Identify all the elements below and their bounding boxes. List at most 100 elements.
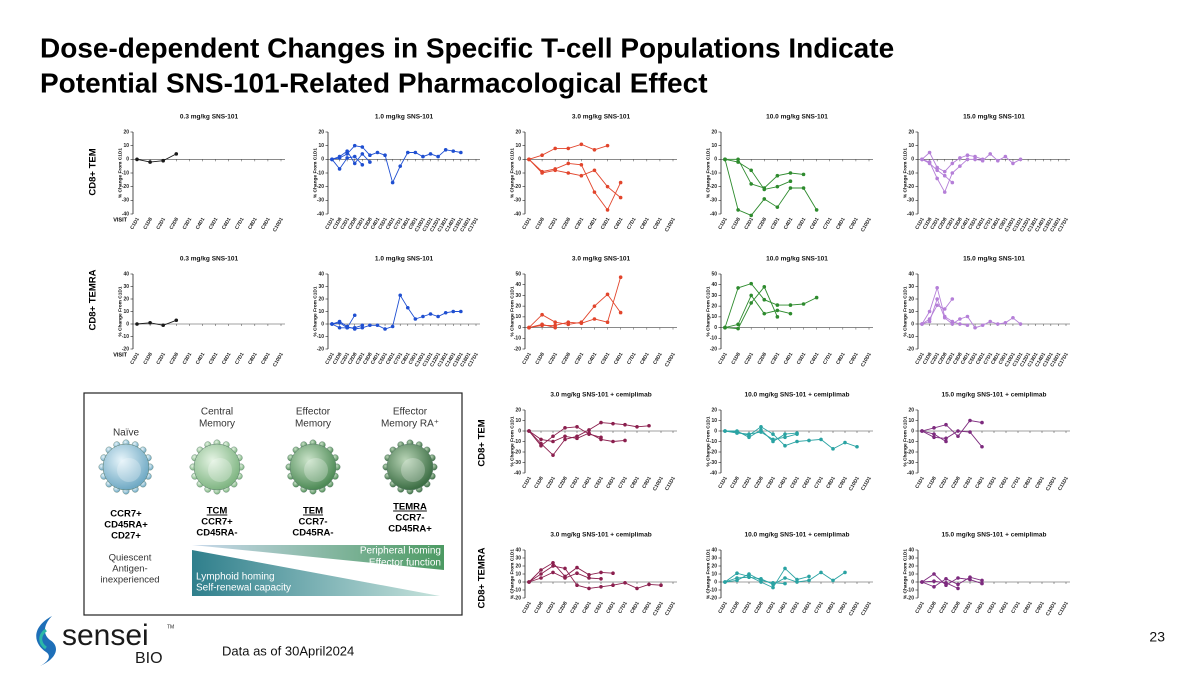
data-point — [1011, 315, 1015, 320]
x-tick-label: C1D8 — [730, 351, 742, 365]
x-tick-label: C1D1 — [521, 351, 533, 365]
x-tick-label: C2D1 — [545, 475, 557, 489]
y-tick-label: 50 — [711, 271, 717, 277]
data-point — [540, 171, 544, 175]
panel-title: 3.0 mg/kg SNS-101 — [572, 114, 631, 121]
x-tick-label: C2D1 — [547, 351, 559, 365]
data-point — [553, 320, 557, 325]
data-point — [783, 566, 787, 571]
y-tick-label: -20 — [710, 184, 717, 190]
y-tick-label: 10 — [711, 418, 717, 424]
y-axis-label: % Change From C1D1 — [509, 416, 515, 466]
x-tick-label: C6D1 — [385, 216, 397, 230]
x-tick-label: C2D8 — [561, 351, 573, 365]
data-point — [592, 147, 597, 152]
x-tick-label: C1D1 — [717, 351, 729, 365]
data-point — [605, 143, 610, 148]
data-point — [443, 147, 448, 152]
x-tick-label: C6D1 — [809, 351, 821, 365]
x-tick-label: C9D1 — [1034, 475, 1046, 489]
x-tick-label: C1D8 — [533, 475, 545, 489]
x-tick-label: C3D1 — [182, 351, 194, 365]
x-tick-label: C5D1 — [796, 351, 808, 365]
x-tick-label: C3D1 — [770, 216, 782, 230]
y-tick-label: -10 — [514, 439, 521, 445]
data-point — [383, 327, 387, 331]
data-point — [927, 309, 932, 314]
y-tick-label: 10 — [711, 143, 717, 149]
x-tick-label: C7D1 — [822, 351, 834, 365]
cell-marker: CD45RA- — [292, 528, 333, 539]
x-tick-label: C8D1 — [639, 351, 651, 365]
data-point — [736, 286, 740, 290]
data-point — [775, 308, 780, 313]
data-point — [135, 322, 139, 326]
y-axis-label: % Change From C1D1 — [705, 286, 711, 336]
data-point — [618, 180, 623, 185]
y-tick-label: -10 — [710, 587, 717, 593]
y-tick-label: 0 — [714, 579, 717, 585]
data-point — [855, 444, 859, 449]
page-number: 23 — [1149, 629, 1165, 645]
data-point — [956, 576, 960, 580]
y-tick-label: 10 — [908, 571, 914, 577]
data-point — [360, 145, 365, 149]
data-point — [623, 422, 627, 427]
data-point — [421, 314, 425, 319]
x-tick-label: C1D8 — [534, 216, 546, 230]
data-point — [539, 568, 543, 572]
x-tick-label: C2D8 — [937, 216, 949, 230]
data-point — [927, 150, 932, 155]
data-point — [174, 318, 179, 323]
data-point — [831, 578, 835, 583]
data-point — [647, 423, 651, 428]
data-point — [352, 154, 357, 159]
data-point — [587, 431, 591, 435]
y-tick-label: 0 — [911, 428, 914, 434]
panel-title: 10.0 mg/kg SNS-101 — [766, 114, 828, 121]
data-point — [819, 437, 823, 442]
x-tick-label: C3D1 — [574, 351, 586, 365]
y-axis-label: % Change From C1D1 — [117, 286, 123, 336]
x-tick-label: C4D1 — [960, 351, 972, 365]
x-tick-label: C6D1 — [801, 475, 813, 489]
data-point — [968, 418, 972, 423]
y-tick-label: -20 — [514, 449, 521, 455]
y-tick-label: -30 — [122, 198, 129, 204]
data-point — [843, 440, 847, 445]
data-point — [819, 570, 823, 575]
x-tick-label: C7D1 — [617, 475, 629, 489]
data-point — [723, 580, 727, 584]
x-tick-label: C6D1 — [801, 600, 813, 614]
x-tick-label: C1D1 — [521, 600, 533, 614]
data-point — [973, 154, 977, 159]
data-point — [950, 297, 955, 301]
data-point — [965, 314, 970, 319]
y-tick-label: 30 — [908, 555, 914, 561]
x-tick-label: C1D8 — [926, 600, 938, 614]
x-tick-label: C10D1 — [664, 351, 677, 368]
x-tick-label: C7D1 — [813, 475, 825, 489]
data-point — [1003, 154, 1008, 159]
x-tick-label: C9D1 — [641, 600, 653, 614]
y-tick-label: 20 — [318, 129, 324, 135]
x-tick-label: C1D8 — [926, 475, 938, 489]
data-point — [539, 576, 543, 580]
x-tick-label: C4D1 — [777, 475, 789, 489]
wedge-label: Effector function — [369, 558, 441, 569]
data-point — [579, 173, 584, 178]
data-point — [592, 190, 597, 194]
x-tick-label: C4D1 — [974, 600, 986, 614]
naive-note: inexperienced — [100, 575, 159, 586]
x-tick-label: C1D8 — [729, 600, 741, 614]
y-tick-label: 10 — [515, 418, 521, 424]
x-tick-label: C9D1 — [260, 351, 272, 365]
data-point — [980, 444, 984, 449]
x-tick-label: C1D1 — [129, 351, 141, 365]
x-tick-label: C10D1 — [664, 216, 677, 233]
y-tick-label: 40 — [711, 282, 717, 288]
y-tick-label: -10 — [907, 170, 914, 176]
data-point — [762, 311, 767, 316]
data-point — [148, 160, 152, 164]
